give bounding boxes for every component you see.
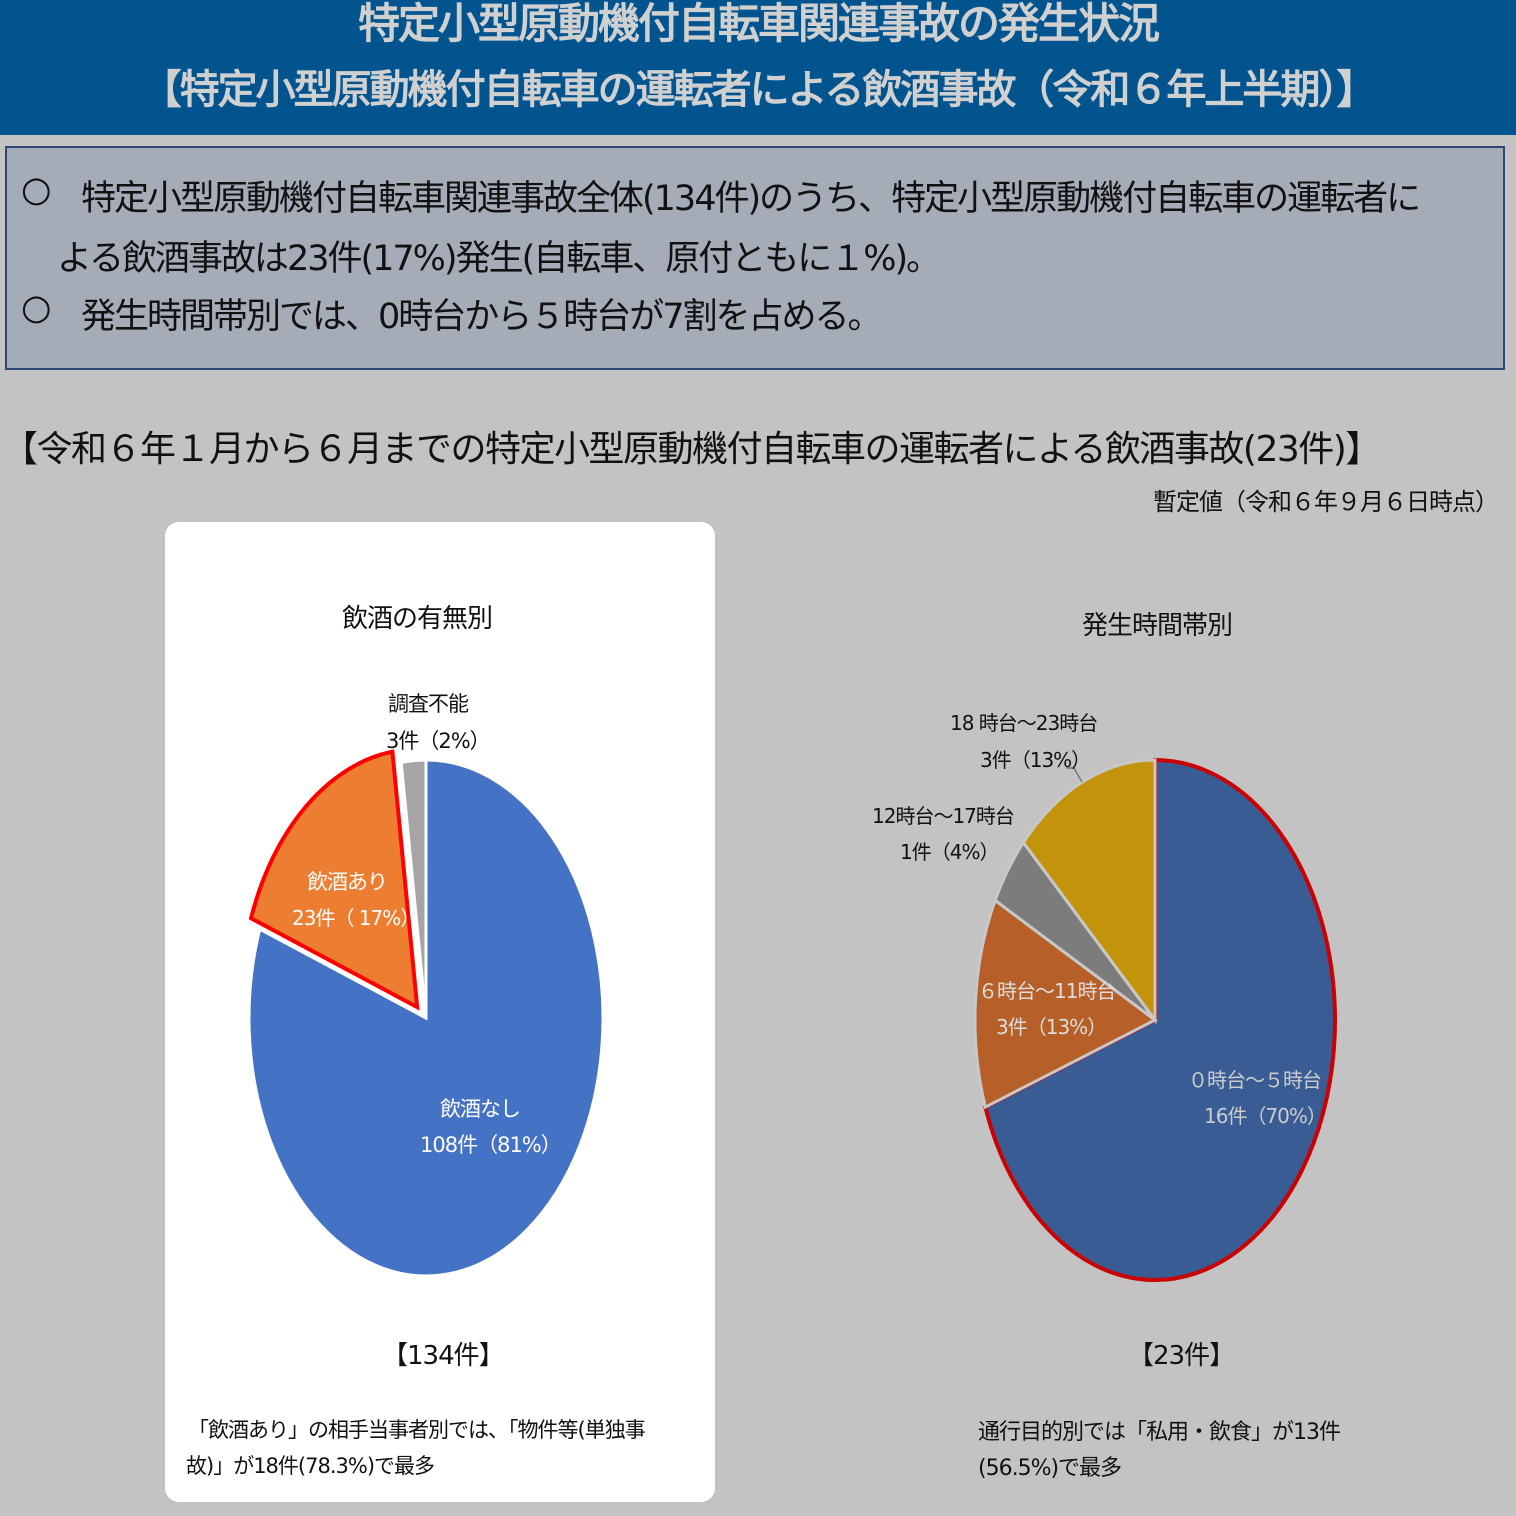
label-12-17-name: 12時台～17時台 xyxy=(872,804,1015,828)
label-18-23-name: 18 時台～23時台 xyxy=(950,711,1098,735)
page-title: 特定小型原動機付自転車関連事故の発生状況 xyxy=(357,0,1160,48)
left-caption-2: 故)」が18件(78.3%)で最多 xyxy=(186,1454,435,1478)
label-drinking-name: 飲酒あり xyxy=(307,870,388,894)
left-caption-1: 「飲酒あり」の相手当事者別では、「物件等(単独事 xyxy=(188,1418,646,1442)
summary-line-3: 発生時間帯別では、0時台から５時台が7割を占める。 xyxy=(81,297,883,337)
summary-line-1: 特定小型原動機付自転車関連事故全体(134件)のうち、特定小型原動機付自転車の運… xyxy=(81,179,1421,219)
label-12-17-value: 1件（4%） xyxy=(900,840,999,864)
label-drinking-value: 23件（ 17%） xyxy=(292,906,420,930)
label-6-11-value: 3件（13%） xyxy=(996,1015,1107,1039)
section-title: 【令和６年１月から６月までの特定小型原動機付自転車の運転者による飲酒事故(23件… xyxy=(2,429,1381,470)
label-6-11-name: ６時台～11時台 xyxy=(978,979,1116,1003)
label-18-23-value: 3件（13%） xyxy=(980,748,1091,772)
left-total-label: 【134件】 xyxy=(382,1341,505,1371)
bullet-2: ○ xyxy=(21,288,52,328)
pie-slice-0-2 xyxy=(399,758,428,1019)
provisional-note: 暫定値（令和６年９月６日時点） xyxy=(1153,488,1499,516)
right-chart-title: 発生時間帯別 xyxy=(1082,611,1233,641)
bullet-1: ○ xyxy=(21,170,52,210)
label-0-5-name: ０時台～５時台 xyxy=(1188,1068,1322,1092)
label-unknown-name: 調査不能 xyxy=(388,692,469,716)
page-subtitle: 【特定小型原動機付自転車の運転者による飲酒事故（令和６年上半期）】 xyxy=(141,67,1377,113)
label-nodrink-name: 飲酒なし xyxy=(440,1097,521,1121)
label-unknown-value: 3件（2%） xyxy=(386,729,491,753)
right-caption-2: (56.5%)で最多 xyxy=(978,1456,1122,1481)
right-total-label: 【23件】 xyxy=(1128,1341,1235,1371)
summary-box: ○ 特定小型原動機付自転車関連事故全体(134件)のうち、特定小型原動機付自転車… xyxy=(5,146,1505,370)
label-nodrink-value: 108件（81%） xyxy=(420,1133,562,1157)
pie-slice-1-1 xyxy=(973,897,1158,1110)
label-0-5-value: 16件（70%） xyxy=(1204,1104,1327,1128)
pie-slice-1-3 xyxy=(1021,758,1157,1025)
pie-slice-0-1 xyxy=(248,749,420,1011)
header-banner: 特定小型原動機付自転車関連事故の発生状況 【特定小型原動機付自転車の運転者による… xyxy=(0,0,1516,135)
summary-line-2: よる飲酒事故は23件(17%)発生(自転車、原付ともに１%)。 xyxy=(57,239,941,279)
pie-slice-1-0 xyxy=(983,757,1337,1282)
right-caption-1: 通行目的別では「私用・飲食」が13件 xyxy=(978,1420,1341,1445)
left-chart-title: 飲酒の有無別 xyxy=(342,604,493,634)
leader-line xyxy=(1066,767,1083,783)
